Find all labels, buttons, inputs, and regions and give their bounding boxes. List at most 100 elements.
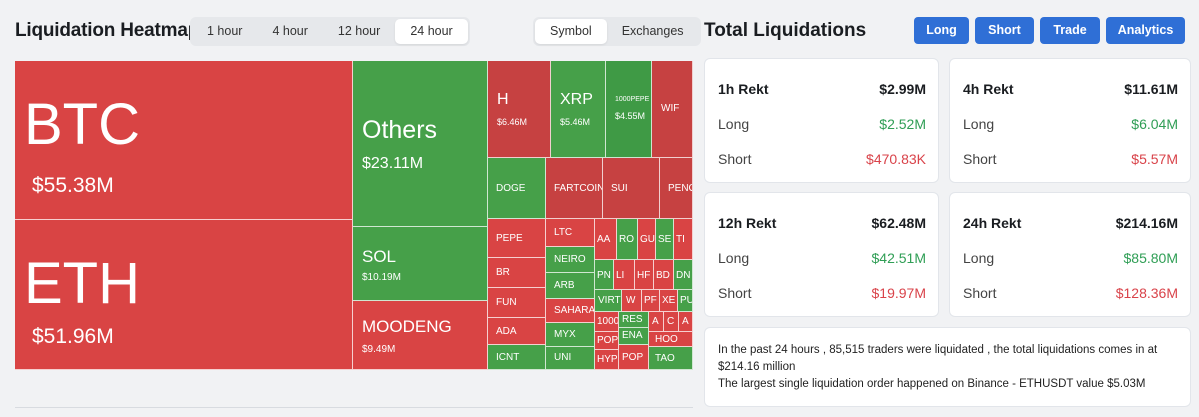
tile-eth[interactable]: ETH $51.96M bbox=[15, 220, 353, 370]
timeframe-4h[interactable]: 4 hour bbox=[272, 24, 308, 38]
tile-symbol: WIF bbox=[661, 103, 680, 114]
timeframe-24h[interactable]: 24 hour bbox=[395, 19, 468, 44]
timeframe-12h[interactable]: 12 hour bbox=[337, 24, 381, 38]
timeframe-selector: 1 hour 4 hour 12 hour 24 hour bbox=[190, 17, 470, 46]
long-button[interactable]: Long bbox=[914, 17, 969, 44]
tile-symbol: DN bbox=[676, 270, 691, 281]
tile-pop[interactable]: POP bbox=[619, 345, 649, 370]
tile-symbol: NEIRO bbox=[554, 254, 586, 265]
tile-dn[interactable]: DN bbox=[674, 260, 693, 290]
timeframe-1h[interactable]: 1 hour bbox=[207, 24, 243, 38]
tile-aa[interactable]: AA bbox=[595, 219, 617, 260]
tile-value: $4.55M bbox=[615, 111, 646, 121]
tile-ena[interactable]: ENA bbox=[619, 328, 649, 345]
tile-btc[interactable]: BTC $55.38M bbox=[15, 61, 353, 220]
tile-popc[interactable]: POPC bbox=[595, 332, 619, 350]
tile-res[interactable]: RES bbox=[619, 312, 649, 328]
tile-symbol: PENG bbox=[668, 183, 692, 194]
tile-pn[interactable]: PN bbox=[595, 260, 614, 290]
tile-symbol: MYX bbox=[554, 329, 576, 340]
summary-line-1: In the past 24 hours , 85,515 traders we… bbox=[718, 344, 1158, 373]
tile-peng[interactable]: PENG bbox=[660, 158, 693, 219]
tile-ti[interactable]: TI bbox=[674, 219, 693, 260]
tile-symbol: W bbox=[626, 295, 636, 306]
tile-1000[interactable]: 1000 bbox=[595, 312, 619, 332]
tile-li[interactable]: LI bbox=[614, 260, 635, 290]
tile-value: $9.49M bbox=[362, 344, 396, 355]
tile-ada[interactable]: ADA bbox=[488, 318, 546, 345]
tile-hoo[interactable]: HOO bbox=[649, 332, 693, 347]
tile-pepe[interactable]: PEPE bbox=[488, 219, 546, 258]
long-label: Long bbox=[718, 250, 750, 266]
tile-symbol: FARTCOIN bbox=[554, 183, 603, 194]
tile-virt[interactable]: VIRT bbox=[595, 290, 622, 312]
tile-symbol: 1000PEPE bbox=[615, 96, 650, 103]
tile-h[interactable]: H $6.46M bbox=[488, 61, 551, 158]
tile-symbol: AA bbox=[597, 234, 611, 245]
view-symbol[interactable]: Symbol bbox=[535, 19, 607, 44]
tile-moodeng[interactable]: MOODENG $9.49M bbox=[353, 301, 488, 370]
tile-symbol: SUI bbox=[611, 183, 628, 194]
tile-ltc[interactable]: LTC bbox=[546, 219, 595, 247]
trade-button[interactable]: Trade bbox=[1040, 17, 1100, 44]
tile-fun[interactable]: FUN bbox=[488, 288, 546, 318]
tile-symbol: HOO bbox=[655, 334, 678, 345]
tile-symbol: GU bbox=[640, 234, 655, 245]
tile-xrp[interactable]: XRP $5.46M bbox=[551, 61, 606, 158]
tile-symbol: A bbox=[682, 316, 689, 327]
tile-symbol: HYPE bbox=[597, 354, 618, 365]
tile-symbol: TI bbox=[676, 234, 685, 245]
rekt-card-4h: 4h Rekt $11.61M Long $6.04M Short $5.57M bbox=[949, 58, 1191, 183]
analytics-button[interactable]: Analytics bbox=[1106, 17, 1185, 44]
tile-sui[interactable]: SUI bbox=[603, 158, 660, 219]
tile-symbol: 1000 bbox=[597, 316, 619, 327]
tile-sahara[interactable]: SAHARA bbox=[546, 299, 595, 323]
tile-sol[interactable]: SOL $10.19M bbox=[353, 227, 488, 301]
tile-symbol: RO bbox=[619, 234, 634, 245]
tile-others[interactable]: Others $23.11M bbox=[353, 61, 488, 227]
tile-wif[interactable]: WIF bbox=[652, 61, 693, 158]
tile-se[interactable]: SE bbox=[656, 219, 674, 260]
tile-doge[interactable]: DOGE bbox=[488, 158, 546, 219]
tile-hype[interactable]: HYPE bbox=[595, 350, 619, 370]
tile-icnt[interactable]: ICNT bbox=[488, 345, 546, 370]
tile-myx[interactable]: MYX bbox=[546, 323, 595, 347]
tile-arb[interactable]: ARB bbox=[546, 273, 595, 299]
tile-a1[interactable]: A bbox=[649, 312, 664, 332]
tile-symbol: BTC bbox=[24, 92, 140, 157]
tile-xe[interactable]: XE bbox=[660, 290, 678, 312]
tile-fartcoin[interactable]: FARTCOIN bbox=[546, 158, 603, 219]
short-button[interactable]: Short bbox=[975, 17, 1034, 44]
card-total: $2.99M bbox=[879, 81, 926, 97]
view-exchanges[interactable]: Exchanges bbox=[621, 24, 684, 38]
tile-symbol: XRP bbox=[560, 91, 593, 108]
rekt-card-12h: 12h Rekt $62.48M Long $42.51M Short $19.97M bbox=[704, 192, 939, 317]
tile-value: $23.11M bbox=[362, 155, 424, 172]
tile-symbol: DOGE bbox=[496, 183, 526, 194]
tile-br[interactable]: BR bbox=[488, 258, 546, 288]
tile-ro[interactable]: RO bbox=[617, 219, 638, 260]
tile-tao[interactable]: TAO bbox=[649, 347, 693, 370]
tile-value: $10.19M bbox=[362, 272, 401, 283]
tile-symbol: ADA bbox=[496, 326, 517, 337]
tile-hf[interactable]: HF bbox=[635, 260, 654, 290]
tile-neiro[interactable]: NEIRO bbox=[546, 247, 595, 273]
tile-symbol: ARB bbox=[554, 280, 575, 291]
rekt-card-24h: 24h Rekt $214.16M Long $85.80M Short $128.3… bbox=[949, 192, 1191, 317]
tile-symbol: A bbox=[652, 316, 659, 327]
tile-1000pepe[interactable]: 1000PEPE $4.55M bbox=[606, 61, 652, 158]
tile-symbol: POP bbox=[622, 352, 644, 363]
tile-uni[interactable]: UNI bbox=[546, 347, 595, 370]
tile-symbol: C bbox=[667, 316, 675, 327]
long-value: $2.52M bbox=[879, 116, 926, 132]
heatmap-title: Liquidation Heatmap bbox=[15, 20, 200, 41]
tile-pf[interactable]: PF bbox=[642, 290, 660, 312]
tile-c1[interactable]: C bbox=[664, 312, 679, 332]
long-value: $85.80M bbox=[1123, 250, 1178, 266]
tile-gu[interactable]: GU bbox=[638, 219, 656, 260]
tile-w[interactable]: W bbox=[622, 290, 642, 312]
tile-bd[interactable]: BD bbox=[654, 260, 674, 290]
tile-pu[interactable]: PU bbox=[678, 290, 693, 312]
short-label: Short bbox=[963, 151, 997, 167]
tile-a2[interactable]: A bbox=[679, 312, 693, 332]
